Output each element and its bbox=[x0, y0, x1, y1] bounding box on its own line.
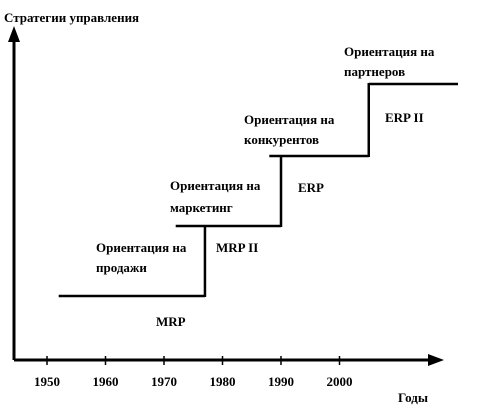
y-axis-arrow bbox=[8, 26, 20, 42]
x-axis-title: Годы bbox=[398, 390, 428, 405]
orientation-label-1: Ориентация на маркетинг bbox=[170, 178, 261, 215]
x-tick-label-3: 1980 bbox=[210, 374, 236, 389]
x-tick-label-0: 1950 bbox=[34, 374, 60, 389]
x-tick-label-5: 2000 bbox=[327, 374, 353, 389]
x-tick-label-4: 1990 bbox=[268, 374, 294, 389]
x-tick-label-1: 1960 bbox=[93, 374, 119, 389]
orientation-label-3: Ориентация на партнеров bbox=[344, 44, 435, 79]
system-label-3: ERP II bbox=[385, 110, 424, 125]
system-label-1: MRP II bbox=[216, 240, 258, 255]
x-axis-arrow bbox=[428, 354, 444, 366]
x-tick-label-2: 1970 bbox=[151, 374, 177, 389]
orientation-label-2: Ориентация на конкурентов bbox=[244, 112, 335, 147]
system-label-0: MRP bbox=[156, 314, 186, 329]
orientation-label-0: Ориентация на продажи bbox=[96, 240, 187, 275]
system-label-2: ERP bbox=[298, 180, 324, 195]
y-axis-title: Стратегии управления bbox=[4, 10, 139, 25]
